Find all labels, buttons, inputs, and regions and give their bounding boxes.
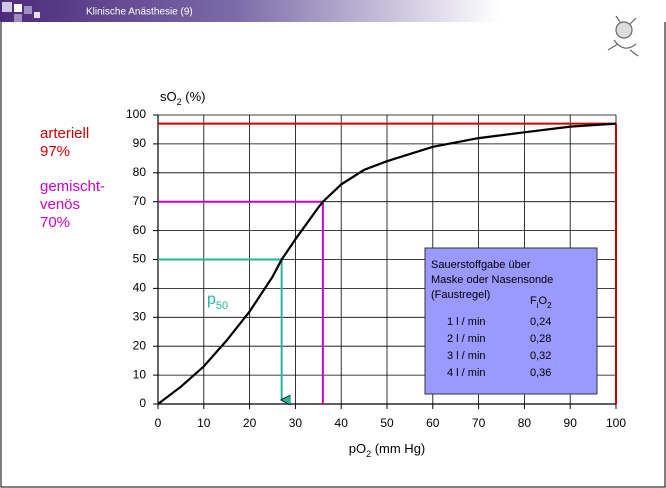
reference-label: gemischt- bbox=[40, 178, 105, 195]
y-axis-title-part: 2 bbox=[177, 97, 182, 107]
y-tick-label: 90 bbox=[133, 136, 147, 150]
x-tick-label: 40 bbox=[335, 416, 349, 430]
y-tick-label: 70 bbox=[133, 194, 147, 208]
info-column-header-part: O bbox=[539, 295, 548, 307]
x-tick-label: 90 bbox=[564, 416, 578, 430]
info-cell: 0,28 bbox=[530, 333, 551, 345]
info-cell: 0,32 bbox=[530, 350, 551, 362]
y-tick-label: 80 bbox=[133, 165, 147, 179]
info-cell: 4 l / min bbox=[447, 367, 486, 379]
reference-label: 97% bbox=[40, 143, 70, 160]
x-tick-label: 60 bbox=[426, 416, 440, 430]
reference-label: arteriell bbox=[40, 125, 89, 142]
y-axis-title-part: (%) bbox=[182, 89, 206, 104]
x-axis-title-part: pO bbox=[349, 441, 366, 456]
reference-label: p50 bbox=[207, 291, 228, 312]
info-column-header: FiO2 bbox=[530, 295, 552, 310]
x-tick-label: 20 bbox=[243, 416, 257, 430]
info-title: Sauerstoffgabe über bbox=[431, 259, 531, 271]
header-bar bbox=[0, 0, 666, 22]
y-tick-label: 100 bbox=[126, 107, 146, 121]
x-tick-label: 70 bbox=[472, 416, 486, 430]
x-axis-title: pO2 (mm Hg) bbox=[349, 441, 426, 459]
curve bbox=[157, 122, 617, 405]
y-tick-label: 50 bbox=[133, 252, 147, 266]
info-column-header-part: i bbox=[537, 301, 539, 310]
info-cell: 3 l / min bbox=[447, 350, 486, 362]
x-tick-label: 30 bbox=[289, 416, 303, 430]
y-tick-label: 20 bbox=[133, 338, 147, 352]
info-cell: 0,36 bbox=[530, 367, 551, 379]
reference-label: 70% bbox=[40, 214, 70, 231]
y-tick-label: 0 bbox=[139, 396, 146, 410]
reference-label-part: p bbox=[207, 291, 216, 308]
reference-label: venös bbox=[40, 196, 80, 213]
reference-label-part: 50 bbox=[216, 300, 228, 312]
y-tick-label: 30 bbox=[133, 309, 147, 323]
info-column-header-part: 2 bbox=[547, 301, 552, 310]
header-title: Klinische Anästhesie (9) bbox=[86, 7, 193, 18]
x-tick-label: 100 bbox=[606, 416, 626, 430]
info-box bbox=[424, 247, 598, 395]
x-tick-label: 10 bbox=[197, 416, 211, 430]
info-cell: 1 l / min bbox=[447, 316, 486, 328]
x-axis-title-part: (mm Hg) bbox=[371, 441, 425, 456]
info-cell: 2 l / min bbox=[447, 333, 486, 345]
x-tick-label: 80 bbox=[518, 416, 532, 430]
x-tick-label: 50 bbox=[380, 416, 394, 430]
x-tick-label: 0 bbox=[155, 416, 162, 430]
y-tick-label: 40 bbox=[133, 281, 147, 295]
info-column-header-part: F bbox=[530, 295, 537, 307]
clipart-icon bbox=[607, 15, 639, 57]
x-axis-title-part: 2 bbox=[366, 449, 371, 459]
info-title: (Faustregel) bbox=[431, 289, 490, 301]
info-cell: 0,24 bbox=[530, 316, 551, 328]
y-axis-title-part: sO bbox=[160, 89, 177, 104]
logo bbox=[2, 2, 40, 22]
y-tick-label: 60 bbox=[133, 223, 147, 237]
y-tick-label: 10 bbox=[133, 367, 147, 381]
y-axis-title: sO2 (%) bbox=[160, 89, 205, 107]
info-title: Maske oder Nasensonde bbox=[431, 274, 553, 286]
